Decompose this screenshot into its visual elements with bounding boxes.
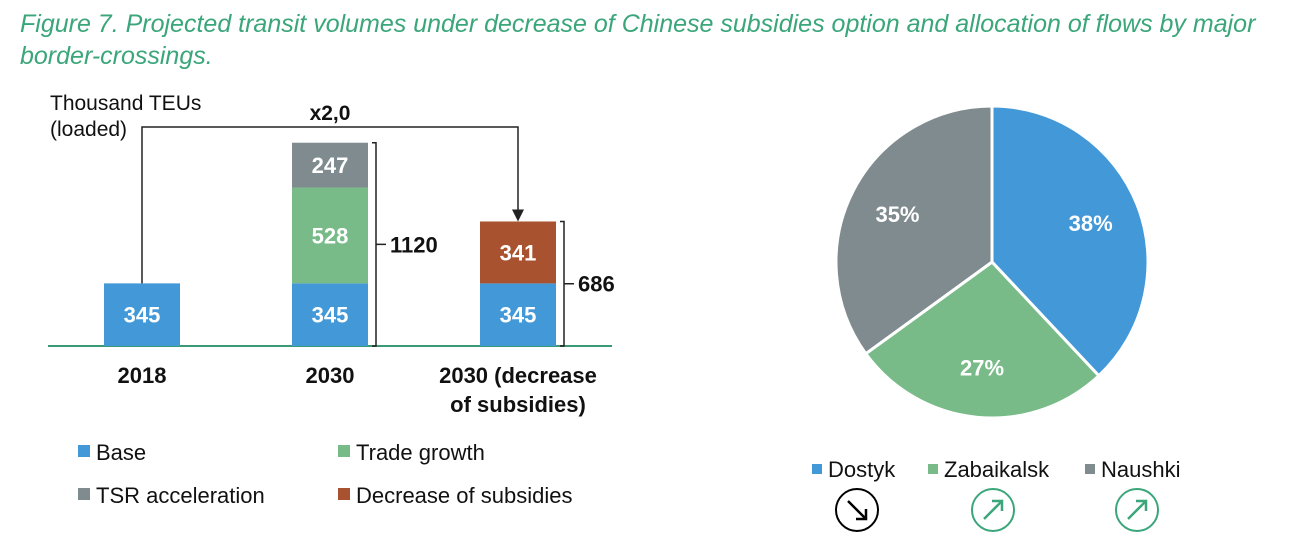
pie-slice-zabaikalsk (863, 260, 1101, 420)
growth-connector (141, 126, 524, 284)
growth-connector-line (141, 126, 519, 284)
legend-swatch (78, 445, 90, 457)
legend-swatch (338, 488, 350, 500)
legend-label: Naushki (1101, 457, 1180, 482)
bar-value-label: 345 (124, 303, 161, 328)
total-label: 1120 (390, 232, 438, 257)
x-tick-label: of subsidies) (450, 392, 586, 417)
total-label: 686 (578, 272, 615, 297)
trend-up-arrow-icon (971, 488, 1015, 532)
x-tick-label: 2018 (118, 363, 167, 388)
pie-slice-label: 38% (1069, 211, 1113, 236)
y-axis-label-line1: Thousand TEUs (50, 92, 201, 115)
bar-segment-base (480, 283, 556, 346)
figure-title: Figure 7. Projected transit volumes unde… (20, 10, 1256, 70)
bar-value-label: 528 (312, 223, 349, 248)
total-bracket (372, 141, 377, 347)
legend-swatch (338, 445, 350, 457)
bar-value-label: 345 (312, 303, 349, 328)
bar-segment-base (104, 283, 180, 346)
bar-layer: 345 2018 345 528 247 2030 1120 345 341 2030 (decr… (48, 141, 615, 417)
y-axis-label-line2: (loaded) (50, 118, 127, 141)
pie-slice-label: 35% (875, 202, 919, 227)
legend-swatch (928, 464, 938, 474)
x-tick-label: 2030 (decrease (439, 363, 597, 388)
x-tick-label: 2030 (306, 363, 355, 388)
pie-slices: 38% 27% 35% (834, 104, 1150, 420)
pie-slice-dostyk (990, 104, 1150, 378)
legend-label: Trade growth (356, 440, 485, 465)
pie-chart: 38% 27% 35% Dostyk Zabaikalsk Naushki (812, 104, 1180, 532)
bar-segment-base (292, 283, 368, 346)
legend-swatch (812, 464, 822, 474)
bar-value-label: 345 (500, 303, 537, 328)
legend-swatch (78, 488, 90, 500)
legend-label: TSR acceleration (96, 483, 265, 508)
multiplier-label: x2,0 (310, 102, 351, 125)
legend-swatch (1085, 464, 1095, 474)
stacked-bar-chart: Thousand TEUs (loaded) x2,0 345 2018 345 52… (48, 92, 615, 508)
trend-down-arrow-icon (835, 488, 879, 532)
bar-segment-tsr-acceleration (292, 142, 368, 188)
pie-legend: Dostyk Zabaikalsk Naushki (812, 457, 1180, 532)
trend-up-arrow-icon (1115, 488, 1159, 532)
bar-segment-trade-growth (292, 187, 368, 284)
growth-connector-arrowhead (512, 209, 524, 222)
legend-label: Zabaikalsk (944, 457, 1050, 482)
bar-value-label: 247 (312, 153, 349, 178)
legend-label: Base (96, 440, 146, 465)
total-bracket (560, 220, 565, 347)
legend-label: Dostyk (828, 457, 896, 482)
pie-slice-naushki (834, 104, 994, 356)
bar-segment-decrease-of-subsidies (480, 221, 556, 284)
bar-legend: Base Trade growth TSR acceleration Decrease… (78, 440, 572, 508)
legend-label: Decrease of subsidies (356, 483, 572, 508)
bar-value-label: 341 (500, 240, 537, 265)
pie-slice-label: 27% (960, 356, 1004, 381)
